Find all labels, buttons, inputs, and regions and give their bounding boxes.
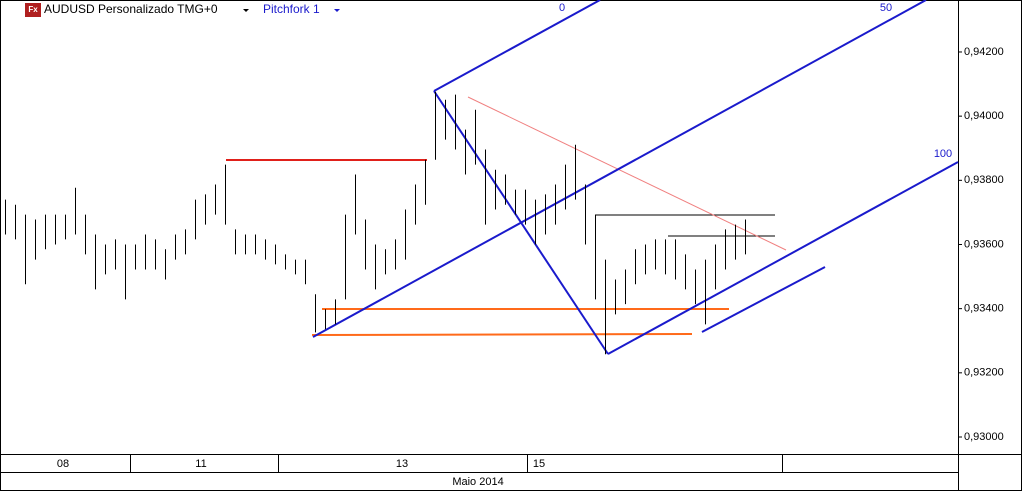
pitchfork-prong	[701, 266, 826, 333]
y-tick-label: 0,94000	[964, 110, 1004, 122]
x-tick-label: 08	[57, 458, 69, 470]
pitchfork-label: 0	[559, 2, 565, 14]
y-tick-label: 0,93600	[964, 238, 1004, 250]
date-dividers	[130, 454, 783, 472]
x-tick-label: 15	[533, 458, 545, 470]
symbol-icon-text: Fx	[28, 5, 38, 14]
level-line	[311, 333, 693, 336]
symbol-name[interactable]: AUDUSD Personalizado TMG+0	[44, 2, 218, 16]
pitchfork	[312, 0, 959, 355]
pitchfork-prong	[607, 161, 959, 355]
x-tick-label: 13	[396, 458, 408, 470]
y-tick-label: 0,94200	[964, 46, 1004, 58]
x-tick-label: 11	[195, 458, 206, 470]
pitchfork-prong	[433, 0, 601, 92]
y-tick-label: 0,93400	[964, 303, 1004, 315]
pitchfork-median	[312, 0, 927, 338]
dropdown-arrow[interactable]	[334, 9, 340, 12]
tool-name[interactable]: Pitchfork 1	[263, 2, 320, 16]
y-tick-label: 0,93000	[964, 431, 1004, 443]
trend-line	[467, 96, 787, 251]
y-tick-label: 0,93200	[964, 367, 1004, 379]
drawings	[226, 0, 959, 355]
dropdown-arrow[interactable]	[243, 9, 249, 12]
pitchfork-label: 50	[880, 2, 892, 14]
pitchfork-label: 100	[934, 148, 952, 160]
month-label: Maio 2014	[452, 476, 503, 488]
y-tick-label: 0,93800	[964, 174, 1004, 186]
symbol-icon	[25, 3, 41, 17]
